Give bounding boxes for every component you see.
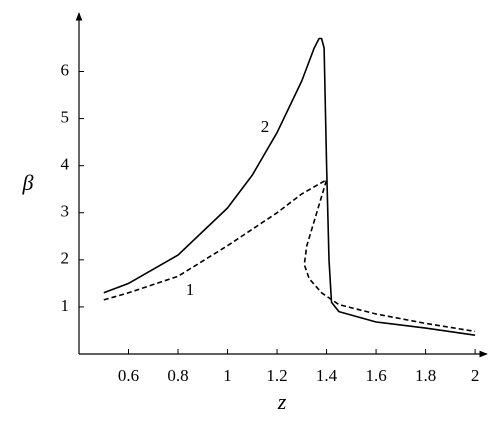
y-tick-label: 3 [61,202,70,221]
y-tick-label: 5 [61,107,70,126]
x-tick-label: 2 [471,366,480,385]
curve-label: 1 [186,280,195,299]
x-tick-label: 0.8 [167,366,188,385]
x-tick-label: 1.4 [316,366,338,385]
y-tick-label: 6 [61,60,70,79]
x-tick-label: 1.8 [415,366,436,385]
x-tick-label: 1.6 [365,366,386,385]
y-tick-label: 4 [61,155,70,174]
curve-label: 2 [261,117,270,136]
x-tick-label: 1.2 [266,366,287,385]
y-tick-label: 2 [61,249,70,268]
x-tick-label: 0.6 [118,366,139,385]
y-axis-label: β [22,170,34,195]
y-tick-label: 1 [61,296,70,315]
x-axis-label: z [277,389,287,414]
series-line [103,179,476,333]
x-tick-label: 1 [223,366,232,385]
series-line [103,37,476,336]
